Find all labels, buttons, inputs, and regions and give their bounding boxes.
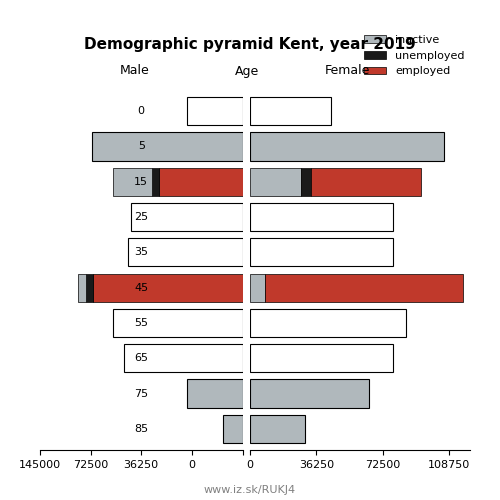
- Bar: [250, 238, 393, 266]
- Bar: [250, 97, 330, 126]
- Text: 45: 45: [134, 282, 148, 292]
- Bar: [250, 168, 302, 196]
- Legend: inactive, unemployed, employed: inactive, unemployed, employed: [360, 31, 469, 81]
- Bar: [92, 132, 242, 160]
- Bar: [93, 274, 242, 302]
- Bar: [250, 203, 393, 231]
- Text: Female: Female: [325, 64, 370, 78]
- Text: 65: 65: [134, 353, 148, 363]
- Bar: [264, 274, 462, 302]
- Text: 35: 35: [134, 248, 148, 258]
- Text: 75: 75: [134, 388, 148, 398]
- Text: 15: 15: [134, 177, 148, 187]
- Bar: [186, 97, 242, 126]
- Bar: [250, 380, 369, 407]
- Bar: [78, 274, 86, 302]
- Bar: [112, 168, 152, 196]
- Bar: [250, 309, 406, 337]
- Bar: [186, 380, 242, 407]
- Text: 55: 55: [134, 318, 148, 328]
- Text: Age: Age: [236, 64, 260, 78]
- Bar: [250, 344, 393, 372]
- Bar: [302, 168, 310, 196]
- Text: Demographic pyramid Kent, year 2019: Demographic pyramid Kent, year 2019: [84, 38, 416, 52]
- Bar: [250, 414, 305, 443]
- Bar: [158, 168, 242, 196]
- Bar: [152, 168, 158, 196]
- Text: www.iz.sk/RUKJ4: www.iz.sk/RUKJ4: [204, 485, 296, 495]
- Bar: [310, 168, 420, 196]
- Text: Male: Male: [120, 64, 150, 78]
- Bar: [223, 414, 242, 443]
- Text: 25: 25: [134, 212, 148, 222]
- Text: 0: 0: [138, 106, 145, 116]
- Text: 5: 5: [138, 142, 145, 152]
- Bar: [128, 238, 242, 266]
- Text: 85: 85: [134, 424, 148, 434]
- Bar: [250, 132, 444, 160]
- Bar: [250, 274, 264, 302]
- Bar: [112, 309, 242, 337]
- Bar: [86, 274, 93, 302]
- Bar: [124, 344, 242, 372]
- Bar: [131, 203, 242, 231]
